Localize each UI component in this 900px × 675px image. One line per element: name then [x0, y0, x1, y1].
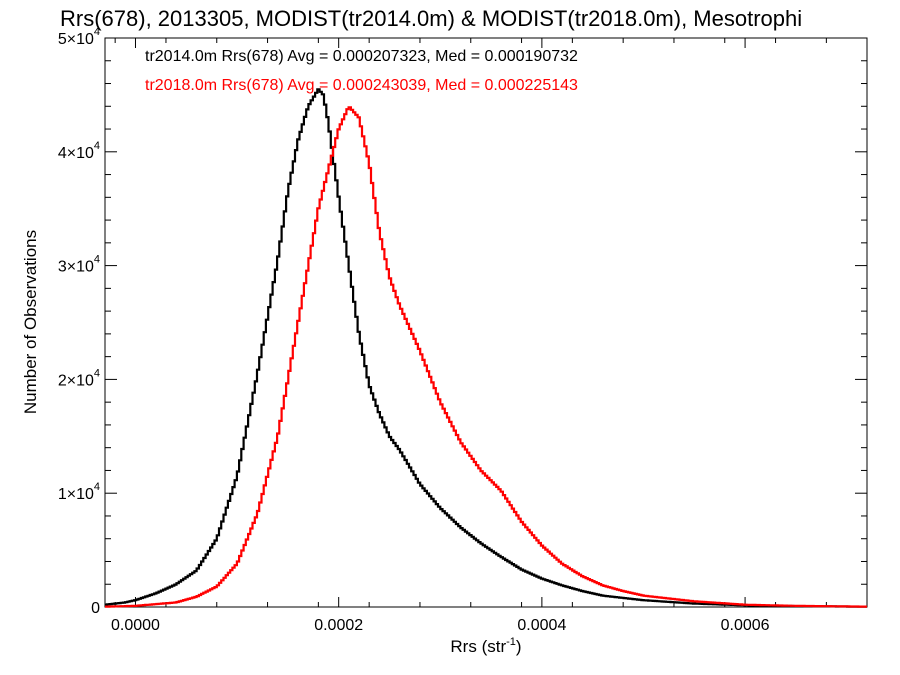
plot-frame [104, 37, 868, 608]
y-tick-label: 2×104 [58, 367, 100, 389]
x-tick-label: 0.0000 [111, 617, 160, 634]
x-tick-label: 0.0006 [721, 617, 770, 634]
x-axis-ticks: 0.0000 0.0002 0.0004 0.0006 [111, 38, 827, 634]
y-tick-label: 0 [91, 600, 100, 617]
x-axis-label: Rrs (str-1) [450, 636, 521, 656]
y-tick-label: 5×104 [58, 26, 100, 48]
x-tick-label: 0.0002 [314, 617, 363, 634]
y-tick-label: 3×104 [58, 254, 100, 276]
x-tick-label: 0.0004 [517, 617, 566, 634]
y-tick-label: 4×104 [58, 140, 100, 162]
y-axis-label: Number of Observations [21, 230, 40, 414]
series-layer [105, 88, 867, 608]
y-tick-label: 1×104 [58, 481, 100, 503]
series-line-tr2018.0m [105, 106, 867, 608]
chart-title: Rrs(678), 2013305, MODIST(tr2014.0m) & M… [60, 6, 802, 31]
series-annotation-black: tr2014.0m Rrs(678) Avg = 0.000207323, Me… [145, 48, 578, 65]
series-line-tr2014.0m [105, 88, 867, 608]
series-annotation-red: tr2018.0m Rrs(678) Avg = 0.000243039, Me… [145, 77, 578, 94]
